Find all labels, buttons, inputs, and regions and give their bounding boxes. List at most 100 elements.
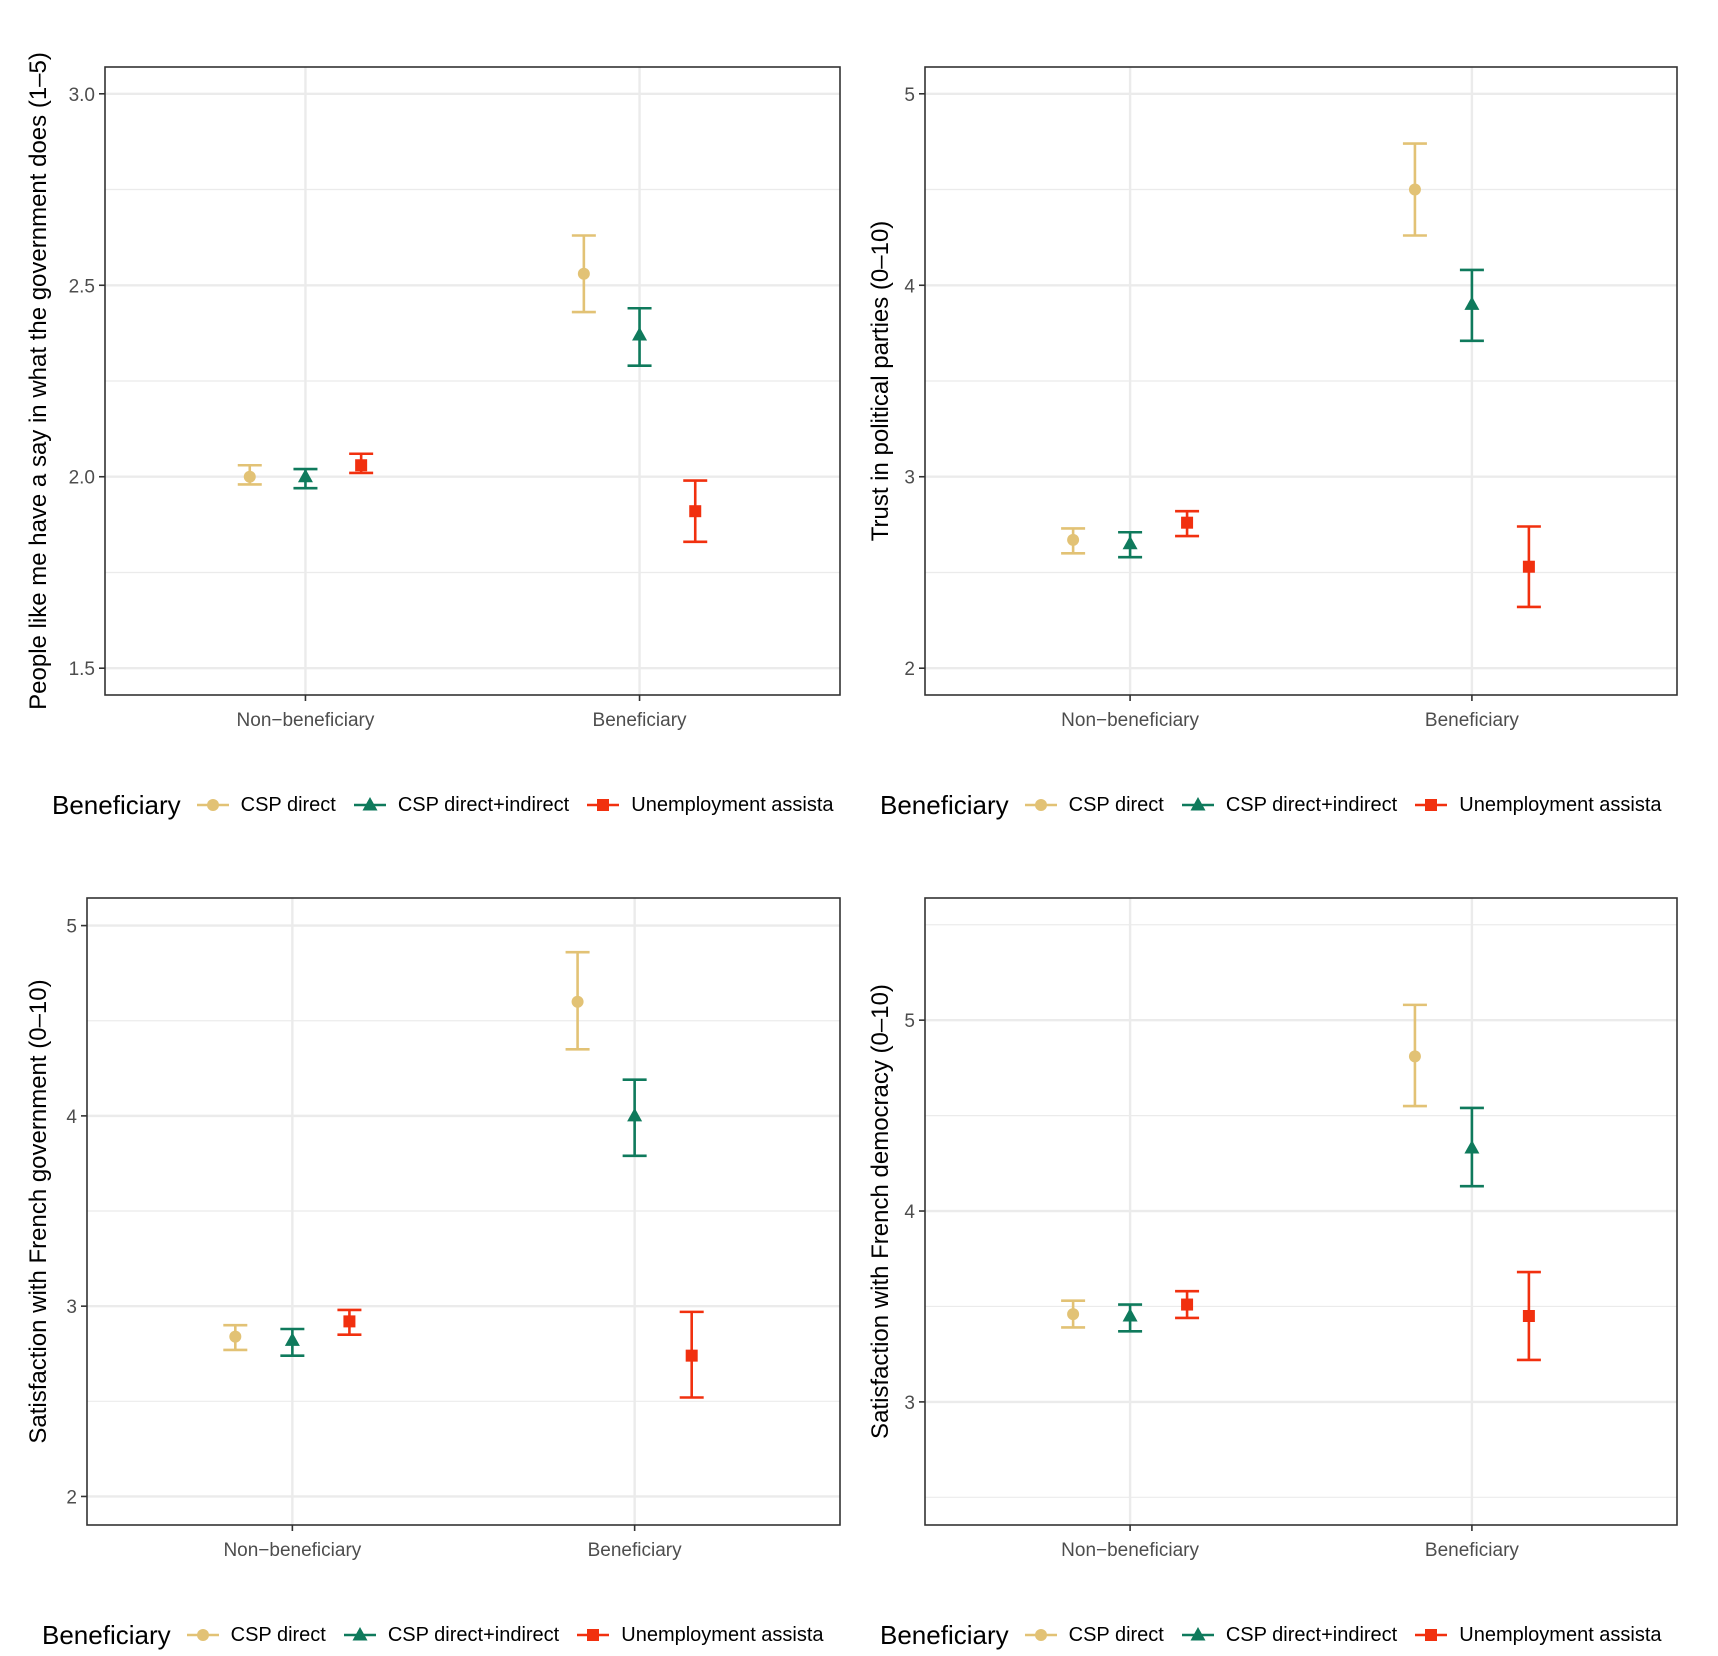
legend-item-csp-direct: CSP direct: [185, 1624, 326, 1647]
legend-square-icon: [587, 799, 620, 811]
legend: Beneficiary CSP direct CSP direct+indire…: [880, 1618, 1690, 1652]
y-tick-label: 4: [904, 1202, 915, 1223]
series-circle: [1061, 1003, 1427, 1329]
series-triangle: [293, 306, 652, 490]
legend-triangle-icon: [353, 797, 386, 811]
series-circle: [223, 950, 590, 1352]
data-point: [284, 1332, 300, 1346]
legend-key-marker: [1425, 799, 1438, 811]
legend-item-csp-direct-indirect: CSP direct+indirect: [352, 794, 569, 817]
legend-circle-icon: [186, 1629, 219, 1641]
legend-triangle-icon: [343, 1627, 376, 1641]
x-tick-label: Non−beneficiary: [237, 710, 375, 731]
data-point: [689, 505, 702, 518]
series-triangle: [1118, 1106, 1484, 1333]
chart-panel-trust-parties: 2 3 4 5 Non−beneficiary Beneficiary Trust in p…: [867, 66, 1678, 731]
data-point: [1408, 1050, 1421, 1063]
y-tick-label: 3: [904, 468, 915, 489]
legend-key-marker: [1190, 797, 1206, 811]
data-point: [1122, 1308, 1138, 1322]
data-point: [1522, 1310, 1535, 1322]
legend-key-marker: [1034, 1629, 1047, 1641]
legend-item-csp-direct: CSP direct: [1023, 1624, 1164, 1647]
series-square: [337, 1308, 704, 1399]
y-tick-label: 3: [66, 1297, 77, 1318]
legend-key-marker: [196, 1629, 209, 1641]
y-tick-label: 4: [66, 1107, 77, 1128]
x-tick-label: Beneficiary: [1425, 710, 1519, 731]
legend-item-csp-direct-indirect: CSP direct+indirect: [1180, 794, 1397, 817]
legend-item-unemployment: Unemployment assista: [1413, 1624, 1662, 1647]
legend-square-icon: [1415, 799, 1448, 811]
panel-border: [924, 897, 1678, 1526]
data-point: [1522, 560, 1535, 573]
series-triangle: [1118, 268, 1484, 559]
chart-panel-satisfaction-democracy: 3 4 5 Non−beneficiary Beneficiary Satisfactio…: [867, 897, 1678, 1561]
series-circle: [1061, 142, 1427, 555]
legend-item-csp-direct-indirect: CSP direct+indirect: [342, 1624, 559, 1647]
series-square: [1175, 1270, 1541, 1362]
legend-square-icon: [1415, 1629, 1448, 1641]
y-tick-label: 3: [904, 1393, 915, 1414]
y-tick-label: 5: [904, 1011, 915, 1032]
legend-item-csp-direct: CSP direct: [195, 794, 336, 817]
legend-key-marker: [587, 1629, 600, 1641]
legend-key-marker: [1190, 1627, 1206, 1641]
data-point: [297, 468, 313, 483]
data-point: [685, 1349, 698, 1362]
x-tick-label: Non−beneficiary: [223, 1540, 361, 1561]
data-point: [1181, 1298, 1194, 1311]
y-tick-label: 2: [66, 1487, 77, 1508]
y-axis-title: Trust in political parties (0–10): [867, 221, 894, 542]
legend-circle-icon: [1024, 1629, 1057, 1641]
panel-border: [86, 897, 841, 1526]
data-point: [627, 1107, 643, 1122]
legend-key-marker: [597, 799, 610, 811]
legend-item-csp-direct: CSP direct: [1023, 794, 1164, 817]
data-point: [632, 327, 648, 341]
x-tick-label: Beneficiary: [588, 1540, 682, 1561]
legend: Beneficiary CSP direct CSP direct+indire…: [880, 788, 1690, 822]
legend-title: Beneficiary: [880, 1619, 1009, 1650]
legend-title: Beneficiary: [880, 789, 1009, 820]
series-triangle: [280, 1078, 647, 1357]
legend-key-marker: [206, 799, 219, 811]
legend-triangle-icon: [1181, 797, 1214, 811]
panel-border: [924, 66, 1678, 696]
data-point: [1181, 516, 1194, 529]
legend-key-marker: [362, 797, 378, 811]
legend-item-unemployment: Unemployment assista: [1413, 794, 1662, 817]
y-tick-label: 2.5: [69, 276, 95, 297]
y-tick-label: 2.0: [69, 468, 95, 489]
x-tick-label: Non−beneficiary: [1061, 1540, 1199, 1561]
data-point: [1067, 1308, 1080, 1321]
x-tick-label: Non−beneficiary: [1061, 710, 1199, 731]
data-point: [571, 995, 584, 1008]
chart-panel-say-in-government: 1.5 2.0 2.5 3.0 Non−beneficiary Beneficiary Pe…: [25, 52, 841, 731]
y-tick-label: 3.0: [69, 85, 95, 106]
y-tick-label: 2: [904, 659, 915, 680]
data-point: [1067, 533, 1080, 546]
series-circle: [237, 234, 596, 486]
legend: Beneficiary CSP direct CSP direct+indire…: [52, 788, 848, 822]
legend: Beneficiary CSP direct CSP direct+indire…: [42, 1618, 848, 1652]
legend-item-unemployment: Unemployment assista: [585, 794, 834, 817]
y-tick-label: 5: [904, 85, 915, 106]
data-point: [343, 1315, 356, 1328]
legend-title: Beneficiary: [42, 1619, 171, 1650]
legend-key-marker: [352, 1627, 368, 1641]
chart-panel-satisfaction-government: 2 3 4 5 Non−beneficiary Beneficiary Satisfacti…: [25, 897, 841, 1561]
series-square: [349, 452, 708, 544]
data-point: [1464, 1140, 1480, 1154]
y-tick-label: 1.5: [69, 659, 95, 680]
legend-square-icon: [577, 1629, 610, 1641]
y-axis-title: Satisfaction with French democracy (0–10…: [867, 984, 894, 1439]
legend-title: Beneficiary: [52, 789, 181, 820]
y-tick-label: 4: [904, 276, 915, 297]
legend-key-marker: [1034, 799, 1047, 811]
series-square: [1175, 509, 1541, 609]
data-point: [1464, 296, 1480, 310]
legend-circle-icon: [196, 799, 229, 811]
panel-border: [104, 66, 841, 696]
x-tick-label: Beneficiary: [593, 710, 687, 731]
